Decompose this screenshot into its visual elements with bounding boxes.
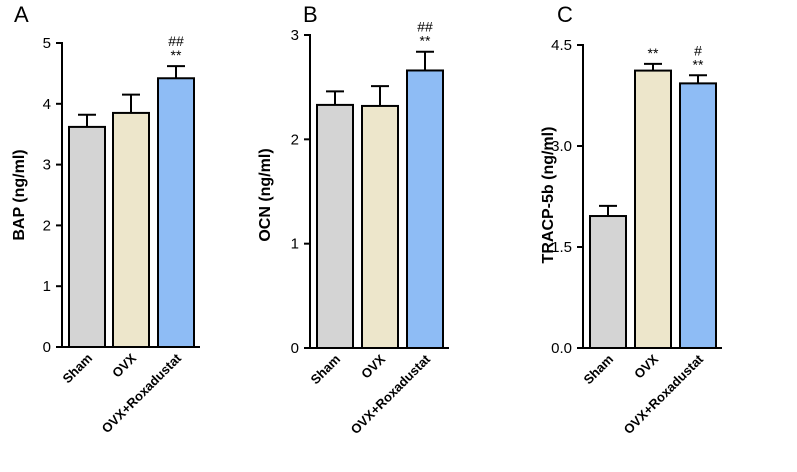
- panel-letter: A: [14, 2, 29, 27]
- category-label: OVX+Roxadustat: [99, 350, 185, 436]
- y-tick-label: 1: [291, 236, 299, 253]
- y-tick-label: 0: [43, 339, 51, 356]
- bar-ovx-roxadustat: [157, 77, 195, 348]
- y-tick-label: 3: [291, 27, 299, 44]
- panel-letter: C: [557, 2, 573, 27]
- y-tick-label: 1: [43, 278, 51, 295]
- bar-sham: [68, 125, 106, 348]
- category-label: Sham: [307, 352, 343, 388]
- category-label: OVX: [358, 351, 388, 381]
- y-tick-label: 5: [43, 35, 51, 52]
- y-tick-label: 0: [291, 340, 299, 357]
- category-label: OVX: [109, 350, 139, 380]
- y-tick-label: 3.0: [551, 138, 572, 155]
- category-label: OVX: [631, 351, 661, 381]
- bar-ovx: [634, 69, 672, 349]
- bar-ovx-roxadustat: [406, 69, 444, 350]
- significance-mark: **: [171, 47, 182, 63]
- significance-mark: ##: [417, 19, 433, 35]
- bar-sham: [316, 103, 354, 349]
- bar-ovx-roxadustat: [679, 82, 717, 349]
- y-tick-label: 3: [43, 157, 51, 174]
- significance-mark: **: [648, 45, 659, 61]
- y-tick-label: 0.0: [551, 340, 572, 357]
- y-axis-title: TRACP-5b (ng/ml): [540, 127, 557, 264]
- y-tick-label: 4: [43, 96, 51, 113]
- y-tick-label: 2: [43, 217, 51, 234]
- bar-ovx: [361, 104, 399, 349]
- category-label: OVX+Roxadustat: [348, 351, 434, 437]
- significance-mark: **: [420, 33, 431, 49]
- y-tick-label: 2: [291, 131, 299, 148]
- y-axis-title: OCN (ng/ml): [257, 148, 274, 241]
- panel-letter: B: [303, 2, 318, 27]
- y-tick-label: 1.5: [551, 239, 572, 256]
- significance-mark: ##: [168, 33, 184, 49]
- significance-mark: **: [693, 56, 704, 72]
- bar-ovx: [112, 111, 150, 348]
- category-label: Sham: [580, 352, 616, 388]
- category-label: OVX+Roxadustat: [621, 351, 707, 437]
- bar-sham: [589, 215, 627, 349]
- significance-mark: #: [694, 42, 702, 58]
- y-tick-label: 4.5: [551, 37, 572, 54]
- y-axis-title: BAP (ng/ml): [11, 149, 28, 240]
- category-label: Sham: [59, 351, 95, 387]
